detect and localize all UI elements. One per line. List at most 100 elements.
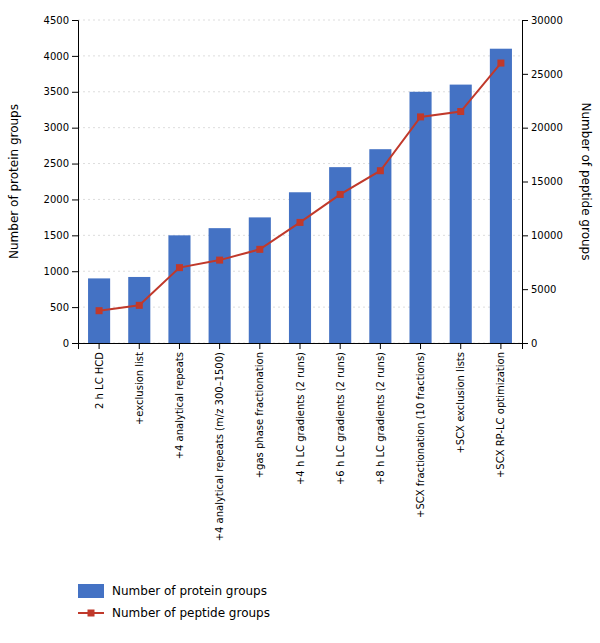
tick: 4000 [44,51,78,62]
tick-mark [522,74,528,75]
tick-label: 15000 [531,176,563,187]
tick-mark [522,235,528,236]
tick-mark [72,164,78,165]
marker [457,108,464,115]
tick-mark [340,343,341,349]
tick-label: 0 [531,338,537,349]
tick-label: 1500 [44,230,69,241]
marker [176,264,183,271]
tick: 5000 [522,284,556,295]
tick: 25000 [522,69,563,80]
marker [337,191,344,198]
tick: +SCX fractionation (10 fractions) [415,343,426,518]
marker [216,257,223,264]
axis-line [79,344,523,350]
tick-label: 10000 [531,230,563,241]
tick: +4 analytical repeats [174,343,185,459]
tick: +6 h LC gradients (2 runs) [335,343,346,485]
tick: 1500 [44,230,78,241]
tick-label: 500 [50,302,69,313]
legend-label: Number of peptide groups [112,606,270,620]
tick: +4 h LC gradients (2 runs) [295,343,306,485]
tick-label: 20000 [531,122,563,133]
tick: +gas phase fractionation [254,343,265,478]
x-axis: 2 h LC HCD +exclusion list +4 analytical r… [79,343,523,541]
tick-label: +gas phase fractionation [254,352,265,478]
tick-label: 3000 [44,122,69,133]
legend-swatch [78,584,104,598]
tick-mark [522,128,528,129]
tick-label: 0 [63,338,69,349]
marker [96,307,103,314]
tick-label: 4000 [44,51,69,62]
tick-label: +4 analytical repeats (m/z 300–1500) [214,352,225,541]
legend: Number of protein groups Number of peptid… [78,584,270,620]
tick-label: 2500 [44,158,69,169]
tick: 1000 [44,266,78,277]
tick-mark [72,56,78,57]
tick-mark [179,343,180,349]
tick: 500 [50,302,78,313]
tick-mark [72,199,78,200]
tick-mark [500,343,501,349]
grid-line [78,20,522,21]
tick: +SCX exclusion lists [455,343,466,454]
legend-item: Number of protein groups [78,584,267,598]
bar [249,217,271,343]
tick-mark [72,92,78,93]
marker [497,60,504,67]
plot: 0500100015002000250030003500400045000500… [7,15,593,542]
bar [409,92,431,343]
tick: +exclusion list [134,343,145,425]
bar [88,278,110,343]
tick-mark [72,235,78,236]
tick: 30000 [522,15,563,26]
grid-line [78,55,522,56]
bar [128,277,150,343]
tick: +4 analytical repeats (m/z 300–1500) [214,343,225,541]
tick-label: 30000 [531,15,563,26]
tick: 2 h LC HCD [94,343,105,409]
grid [78,20,522,343]
tick-label: 3500 [44,86,69,97]
tick-label: +6 h LC gradients (2 runs) [335,352,346,485]
bar [289,192,311,343]
axis-line [72,21,79,344]
marker [377,167,384,174]
tick-label: 1000 [44,266,69,277]
tick: 3500 [44,86,78,97]
tick-mark [522,289,528,290]
y2-axis: 0 5000 10000 15000 20000 25000 30000 [522,15,563,349]
tick-label: +SCX exclusion lists [455,352,466,454]
tick-label: +8 h LC gradients (2 runs) [375,352,386,485]
tick-label: 25000 [531,69,563,80]
tick-mark [139,343,140,349]
tick-mark [259,343,260,349]
y2-axis-title: Number of peptide groups [579,103,593,261]
tick-mark [522,20,528,21]
tick-mark [72,20,78,21]
tick-label: 5000 [531,284,556,295]
marker [297,219,304,226]
tick-mark [380,343,381,349]
tick-label: +exclusion list [134,352,145,425]
chart: 0500100015002000250030003500400045000500… [0,0,600,643]
marker [417,113,424,120]
legend-label: Number of protein groups [112,584,267,598]
bar [209,228,231,343]
y-axis-title: Number of protein groups [7,104,21,259]
tick-mark [72,271,78,272]
tick-mark [219,343,220,349]
tick: 20000 [522,122,563,133]
tick: 3000 [44,122,78,133]
tick-label: 2000 [44,194,69,205]
bar [490,49,512,343]
tick-mark [72,343,78,344]
tick-mark [522,182,528,183]
tick-label: 2 h LC HCD [94,352,105,409]
marks [88,49,512,343]
tick-label: +SCX fractionation (10 fractions) [415,352,426,518]
tick-mark [460,343,461,349]
y-axis: 050010001500200025003000350040004500 [44,15,79,349]
tick: 10000 [522,230,563,241]
